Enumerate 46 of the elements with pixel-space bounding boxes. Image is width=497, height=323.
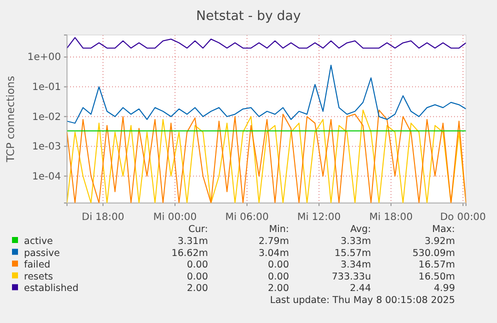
x-tick-label: Mi 12:00 <box>297 212 341 223</box>
text: 2.00 <box>186 283 208 294</box>
text: 3.34m <box>340 260 371 271</box>
y-tick-label: 1e+00 <box>27 52 61 64</box>
text: 3.92m <box>424 236 455 247</box>
legend-label: active <box>24 236 54 247</box>
text: 733.33u <box>332 271 371 282</box>
legend-label: failed <box>24 260 50 271</box>
x-tick-label: Di 18:00 <box>82 212 124 223</box>
x-tick-label: Mi 00:00 <box>153 212 197 223</box>
text: 0.00 <box>268 271 289 282</box>
text: 3.04m <box>258 248 289 259</box>
text: Min: <box>268 224 289 235</box>
text: Cur: <box>188 224 208 235</box>
text: Last update: Thu May 8 00:15:08 2025 <box>270 295 455 306</box>
legend-label: passive <box>24 248 60 259</box>
x-tick-label: Do 00:00 <box>440 212 486 223</box>
chart-title: Netstat - by day <box>196 9 302 24</box>
text: Avg: <box>350 224 371 235</box>
line-series <box>66 110 466 204</box>
line-series <box>66 64 466 124</box>
text: Max: <box>432 224 455 235</box>
legend-label: established <box>24 283 78 294</box>
line-series <box>66 37 466 49</box>
legend-label: resets <box>24 271 54 282</box>
text: 0.00 <box>268 260 289 271</box>
text: 0.00 <box>186 271 208 282</box>
text: 16.57m <box>418 260 455 271</box>
text: 2.00 <box>268 283 289 294</box>
text: 2.79m <box>258 236 289 247</box>
text: 16.62m <box>172 248 208 259</box>
text: 2.44 <box>350 283 371 294</box>
text: 16.50m <box>418 271 455 282</box>
y-axis-title: TCP connections <box>5 76 17 164</box>
text: 15.57m <box>334 248 371 259</box>
x-tick-label: Mi 06:00 <box>225 212 269 223</box>
y-tick-label: 1e-03 <box>32 142 61 153</box>
x-tick-label: Mi 18:00 <box>369 212 413 223</box>
text: 0.00 <box>186 260 208 271</box>
y-tick-label: 1e-02 <box>32 112 61 123</box>
y-tick-label: 1e-01 <box>32 82 61 94</box>
text: 3.31m <box>178 236 208 247</box>
y-tick-label: 1e-04 <box>32 171 61 182</box>
text: 3.33m <box>340 236 371 247</box>
text: 4.99 <box>434 283 455 294</box>
text: 530.09m <box>412 248 455 259</box>
